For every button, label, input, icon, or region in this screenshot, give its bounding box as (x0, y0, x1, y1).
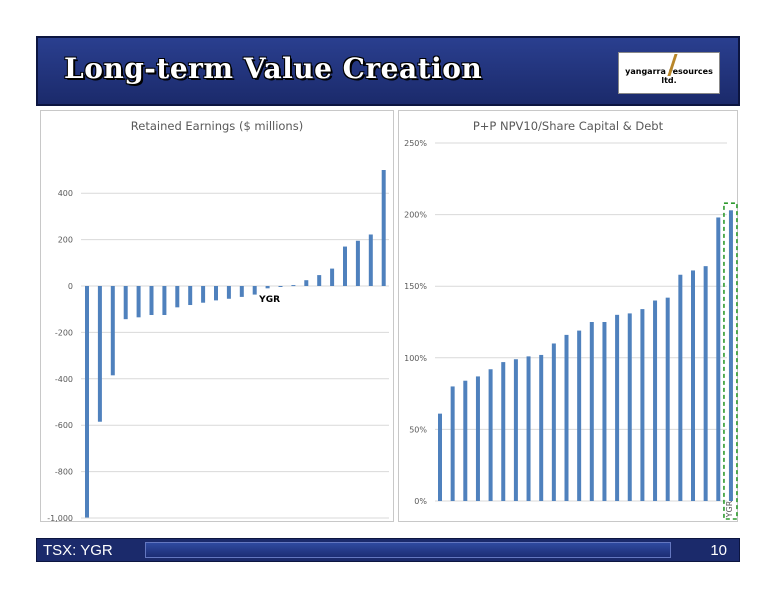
npv-ratio-bar (640, 309, 645, 501)
retained-earnings-bar (175, 286, 180, 308)
retained-earnings-bar (265, 286, 270, 289)
npv-ratio-bar (627, 313, 632, 501)
retained-earnings-title: Retained Earnings ($ millions) (130, 119, 304, 133)
slide-footer: TSX: YGR 10 (36, 538, 740, 562)
retained-earnings-bar (278, 286, 283, 287)
npv-ratio-bar (691, 270, 695, 501)
retained-earnings-bar (330, 268, 335, 286)
npv-ratio-bar (602, 322, 607, 501)
retained-earnings-bar (97, 286, 102, 422)
ticker-label: TSX: YGR (43, 542, 113, 559)
retained-earnings-bar (201, 286, 206, 303)
slide-title: Long-term Value Creation (64, 52, 483, 85)
retained-earnings-bar (162, 286, 167, 315)
retained-earnings-ytick-label: -600 (55, 421, 73, 430)
retained-earnings-bar (291, 285, 296, 287)
npv-ratio-bar (703, 266, 708, 501)
retained-earnings-bar (343, 246, 347, 286)
npv-ratio-bar (678, 274, 683, 501)
npv-ratio-ytick-label: 200% (404, 211, 427, 220)
slide-header: Long-term Value Creation yangarra resour… (36, 36, 740, 106)
retained-earnings-bar (368, 234, 373, 286)
npv-ratio-bar (513, 359, 518, 501)
retained-earnings-ytick-label: -400 (55, 375, 73, 384)
npv-ratio-bar (589, 322, 594, 501)
retained-earnings-bar (252, 286, 257, 295)
retained-earnings-ytick-label: -1,000 (47, 514, 73, 523)
footer-bar (145, 542, 671, 558)
retained-earnings-bar (110, 286, 115, 376)
npv-ratio-ytick-label: 250% (404, 139, 427, 148)
npv-ratio-bar (577, 330, 582, 501)
retained-earnings-bar (317, 275, 322, 286)
npv-ratio-bar (438, 413, 442, 501)
npv-ratio-bar (475, 376, 480, 501)
npv-ratio-ytick-label: 150% (404, 282, 427, 291)
retained-earnings-bar (214, 286, 218, 301)
retained-earnings-bar (239, 286, 244, 297)
npv-ratio-bar (653, 300, 658, 501)
npv-ratio-bar (539, 354, 544, 501)
npv-ratio-bar (463, 380, 468, 501)
npv-ratio-bar (564, 334, 569, 501)
npv-ratio-bar (526, 356, 531, 501)
npv-ratio-bar (501, 362, 506, 501)
ygr-highlight-box (723, 202, 738, 520)
npv-ratio-ytick-label: 100% (404, 354, 427, 363)
ygr-annotation: YGR (258, 295, 280, 305)
logo-text: yangarra resources ltd. (619, 67, 719, 85)
retained-earnings-ytick-label: 200 (58, 236, 73, 245)
npv-ratio-bar (450, 386, 455, 501)
retained-earnings-bar (355, 240, 360, 286)
npv-ratio-bar (488, 369, 493, 501)
page-number: 10 (710, 542, 727, 559)
npv-ratio-ytick-label: 50% (409, 425, 427, 434)
npv-ratio-bar (551, 343, 556, 501)
retained-earnings-bar (85, 286, 89, 518)
npv-ratio-bar (728, 210, 733, 501)
retained-earnings-chart: -1,000 -800 -600 -400 -200 0 200 400 YGR (47, 170, 389, 523)
retained-earnings-bar (149, 286, 154, 315)
retained-earnings-bar (136, 286, 141, 318)
retained-earnings-ytick-label: 400 (58, 189, 73, 198)
retained-earnings-bar (304, 280, 309, 286)
npv-ratio-panel: P+P NPV10/Share Capital & Debt 0% 50% 100%… (398, 110, 738, 522)
ygr-bar-label: YGR (725, 500, 734, 518)
npv-ratio-bar (615, 314, 620, 501)
retained-earnings-bar (123, 286, 128, 320)
npv-ratio-bar (665, 297, 670, 501)
company-logo: yangarra resources ltd. (618, 52, 720, 94)
retained-earnings-bar (226, 286, 231, 299)
npv-ratio-title: P+P NPV10/Share Capital & Debt (472, 119, 664, 133)
retained-earnings-bar (188, 286, 193, 306)
npv-ratio-ytick-label: 0% (414, 497, 427, 506)
retained-earnings-ytick-label: 0 (68, 282, 73, 291)
npv-ratio-chart: 0% 50% 100% 150% 200% 250% YGR (404, 139, 738, 520)
retained-earnings-ytick-label: -800 (55, 468, 73, 477)
retained-earnings-panel: Retained Earnings ($ millions) -1,000 -80… (40, 110, 394, 523)
npv-ratio-bar (716, 217, 721, 501)
retained-earnings-bar (381, 170, 386, 286)
retained-earnings-ytick-label: -200 (55, 328, 73, 337)
